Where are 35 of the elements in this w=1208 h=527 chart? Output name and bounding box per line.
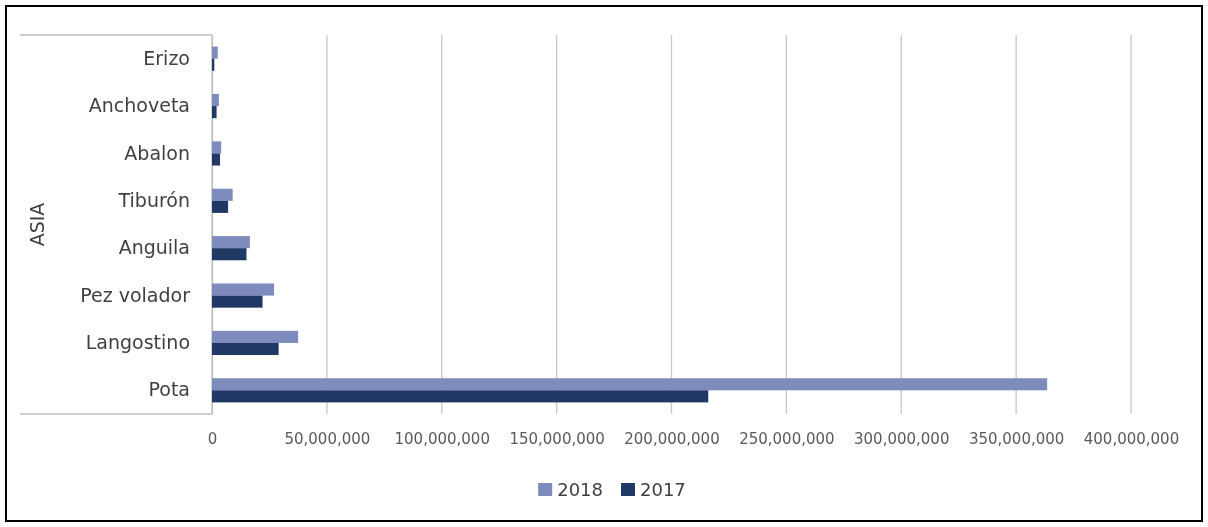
bar: [212, 248, 247, 261]
x-tick-label: 50,000,000: [284, 429, 371, 448]
bar: [212, 141, 222, 154]
y-tick-label: Tiburón: [117, 188, 190, 211]
y-tick-label: Pota: [148, 378, 190, 401]
y-tick-label: Anguila: [118, 236, 190, 259]
bar: [212, 93, 219, 107]
y-tick-label: Anchoveta: [88, 94, 190, 117]
y-axis-title: ASIA: [26, 202, 48, 247]
bar: [212, 106, 217, 119]
bar: [212, 153, 221, 166]
bar: [212, 236, 250, 249]
x-tick-label: 100,000,000: [394, 429, 490, 448]
bar: [212, 200, 229, 213]
legend-label: 2018: [557, 479, 603, 501]
y-tick-label: Langostino: [85, 331, 190, 354]
bar: [212, 283, 275, 296]
bar: [212, 378, 1048, 391]
bar: [212, 295, 263, 308]
y-tick-label: Abalon: [124, 141, 190, 164]
x-tick-label: 0: [207, 429, 218, 448]
y-tick-label: Erizo: [143, 46, 190, 69]
bar: [212, 390, 709, 403]
bar: [212, 342, 279, 356]
x-tick-label: 300,000,000: [854, 429, 950, 448]
legend-label: 2017: [640, 479, 686, 501]
bar: [212, 46, 218, 59]
x-tick-label: 150,000,000: [509, 429, 605, 448]
x-tick-label: 200,000,000: [624, 429, 720, 448]
x-tick-label: 350,000,000: [968, 429, 1065, 448]
x-tick-label: 400,000,000: [1083, 429, 1180, 448]
x-tick-label: 250,000,000: [739, 429, 835, 448]
bar: [212, 330, 299, 343]
y-tick-label: Pez volador: [80, 283, 191, 306]
bar: [212, 188, 233, 201]
